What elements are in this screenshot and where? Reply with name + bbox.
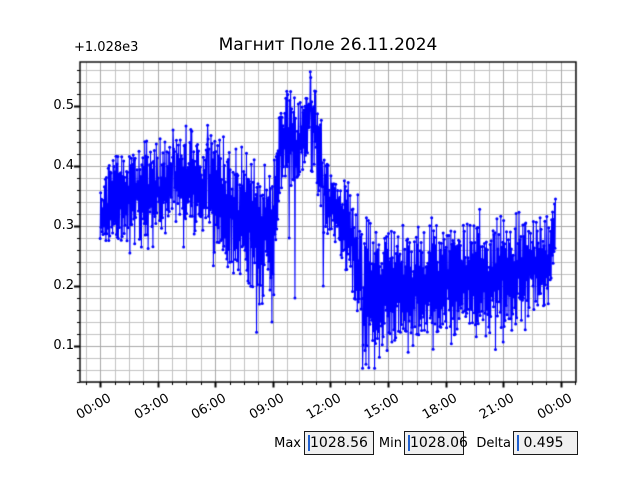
- min-label: Min: [378, 436, 402, 451]
- y-tick-label: 0.3: [53, 218, 74, 233]
- y-tick-label: 0.2: [53, 278, 74, 293]
- max-textbox[interactable]: 1028.56: [304, 431, 374, 455]
- max-value: 1028.56: [310, 435, 368, 451]
- max-label: Max: [274, 436, 301, 451]
- min-text-cursor-icon: [408, 435, 410, 451]
- min-value: 1028.06: [410, 435, 468, 451]
- delta-textbox[interactable]: 0.495: [513, 431, 578, 455]
- min-textbox[interactable]: 1028.06: [404, 431, 468, 455]
- max-text-cursor-icon: [308, 435, 310, 451]
- delta-value: 0.495: [519, 435, 564, 451]
- chart-title: Магнит Поле 26.11.2024: [218, 35, 438, 55]
- delta-label: Delta: [476, 436, 511, 451]
- y-tick-label: 0.5: [53, 98, 74, 113]
- y-tick-label: 0.4: [53, 158, 74, 173]
- delta-text-cursor-icon: [517, 435, 519, 451]
- y-tick-label: 0.1: [53, 338, 74, 353]
- y-axis-offset-text: +1.028e3: [74, 40, 139, 55]
